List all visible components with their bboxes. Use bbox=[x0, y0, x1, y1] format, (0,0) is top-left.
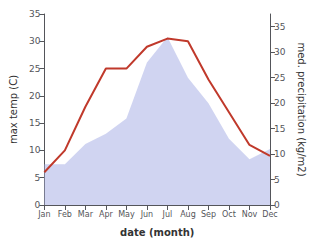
svg-text:15: 15 bbox=[274, 124, 285, 134]
svg-text:Oct: Oct bbox=[222, 210, 236, 219]
svg-text:35: 35 bbox=[274, 22, 285, 32]
svg-text:Mar: Mar bbox=[78, 210, 94, 219]
svg-text:Feb: Feb bbox=[58, 210, 72, 219]
svg-text:20: 20 bbox=[29, 91, 41, 101]
svg-text:date (month): date (month) bbox=[120, 227, 194, 238]
svg-text:Jul: Jul bbox=[162, 210, 173, 219]
svg-text:med. precipitation (kg/m2): med. precipitation (kg/m2) bbox=[296, 42, 307, 176]
svg-text:max temp (C): max temp (C) bbox=[8, 75, 19, 144]
svg-text:5: 5 bbox=[35, 173, 41, 183]
svg-text:Jan: Jan bbox=[37, 210, 50, 219]
svg-text:30: 30 bbox=[274, 47, 286, 57]
svg-text:Apr: Apr bbox=[99, 210, 114, 219]
svg-text:May: May bbox=[118, 210, 135, 219]
svg-text:0: 0 bbox=[35, 200, 41, 210]
svg-text:35: 35 bbox=[29, 9, 40, 19]
svg-text:Aug: Aug bbox=[180, 210, 196, 219]
svg-text:5: 5 bbox=[274, 175, 280, 185]
svg-text:30: 30 bbox=[29, 36, 41, 46]
svg-text:Jun: Jun bbox=[140, 210, 154, 219]
svg-text:25: 25 bbox=[29, 64, 40, 74]
svg-text:25: 25 bbox=[274, 73, 285, 83]
svg-text:10: 10 bbox=[274, 149, 286, 159]
svg-text:15: 15 bbox=[29, 118, 40, 128]
svg-text:20: 20 bbox=[274, 98, 286, 108]
svg-text:0: 0 bbox=[274, 200, 280, 210]
svg-text:10: 10 bbox=[29, 145, 41, 155]
svg-text:Sep: Sep bbox=[201, 210, 216, 219]
svg-text:Nov: Nov bbox=[242, 210, 258, 219]
svg-text:Dec: Dec bbox=[262, 210, 277, 219]
